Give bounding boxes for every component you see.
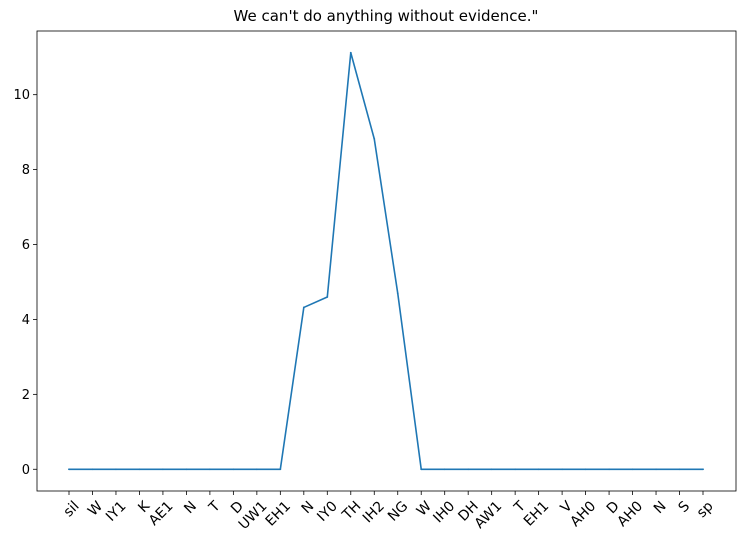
data-point [490,468,493,471]
data-point [608,468,610,471]
data-point [631,468,634,471]
y-tick-label: 10 [13,88,30,103]
x-tick-label: EH1 [263,498,294,529]
data-point [514,468,517,471]
data-point [115,468,117,471]
data-point [396,292,399,295]
x-tick-label: IY0 [314,498,341,525]
x-tick-label: AH0 [567,498,599,530]
data-point [279,468,282,471]
y-tick-label: 6 [22,238,30,253]
data-point [420,468,423,471]
data-point [138,468,141,471]
data-point [162,468,164,471]
data-point [561,468,564,471]
data-point [68,468,70,471]
x-tick-label: TH [339,498,365,524]
data-point [349,51,352,54]
x-tick-label: N [181,498,200,517]
x-tick-label: N [651,498,670,517]
y-tick-label: 4 [22,313,30,328]
x-tick-label: AH0 [614,498,646,530]
data-point [373,137,376,140]
y-tick-label: 0 [22,463,30,478]
data-point [678,468,681,471]
x-tick-label: T [205,498,223,516]
data-point [702,468,704,471]
x-tick-label: S [676,498,694,516]
x-tick-label: sp [694,498,717,521]
x-tick-label: AE1 [146,498,177,529]
plot-frame [36,30,737,492]
data-point [208,468,211,471]
data-point [655,468,657,471]
data-point [467,468,470,471]
data-point [537,468,540,471]
data-point [326,296,329,298]
x-tick-label: IH2 [360,498,388,526]
x-tick-label: EH1 [521,498,552,529]
data-point [255,468,258,471]
x-tick-label: AW1 [472,498,506,532]
series-layer [68,51,704,471]
series-line [68,51,704,471]
data-point [584,468,587,471]
x-tick-label: IY1 [103,498,130,525]
x-tick-label: sil [61,498,83,520]
data-point [232,468,235,471]
data-point [185,468,188,471]
axes [36,30,737,492]
x-tick-label: IH0 [430,498,458,526]
data-point [91,468,94,471]
data-point [302,306,305,309]
y-tick-label: 2 [22,388,30,403]
x-tick-label: NG [385,498,411,524]
x-tick-label: W [85,498,106,519]
data-point [443,468,446,471]
y-tick-label: 8 [22,163,30,178]
chart-title: We can't do anything without evidence." [234,7,539,25]
